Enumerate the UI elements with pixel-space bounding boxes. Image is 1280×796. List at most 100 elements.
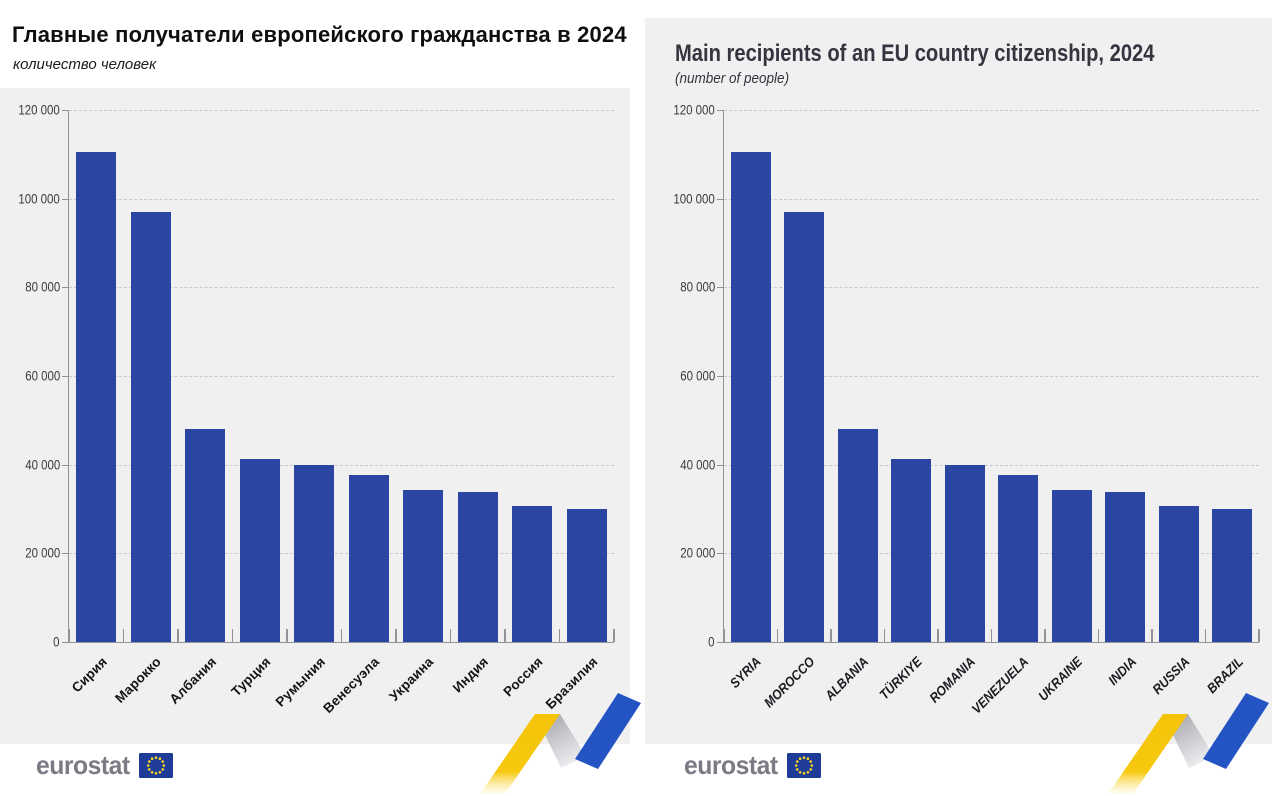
x-label-6: Украина [386,654,437,705]
bar-0 [730,152,771,642]
gridline [69,110,614,111]
bar-plot-ru: 120 000 100 000 80 000 60 000 40 000 20 000 0 С… [19,103,615,716]
x-label-0: SYRIA [727,654,765,691]
x-tick-mark [723,629,725,642]
y-tick-mark [62,287,69,289]
y-tick-label: 40 000 [679,457,715,473]
zigzag-ribbon-decoration [480,693,641,794]
y-tick-label: 100 000 [18,191,60,207]
y-tick-mark [717,198,724,200]
eurostat-logo: eurostat [684,752,821,778]
gridline [724,553,1259,555]
bar-4 [944,464,985,642]
eurostat-logo-text: eurostat [684,750,778,780]
y-tick-mark [62,464,69,466]
y-tick-mark [717,287,724,289]
gridline [69,287,614,289]
x-label-1: MOROCCO [761,654,818,711]
y-tick-mark [717,376,724,377]
x-tick-mark [449,629,451,642]
x-tick-mark [883,629,885,642]
x-label-3: TÜRKIYE [876,654,925,703]
x-tick-mark [68,629,70,642]
x-tick-mark [937,629,939,642]
y-tick-label: 60 000 [679,368,715,384]
y-tick-label: 0 [53,634,60,650]
zigzag-ribbon-decoration [1108,693,1269,794]
x-tick-mark [1044,629,1046,642]
x-tick-mark [122,629,124,642]
y-tick-label: 20 000 [24,545,60,561]
ribbon-yellow-band [1108,714,1188,794]
x-tick-mark [231,629,233,642]
eu-flag-icon [138,752,173,778]
y-tick-mark [717,642,724,643]
eurostat-logo-text: eurostat [36,750,130,780]
x-label-4: ROMANIA [926,654,979,706]
x-tick-mark [1097,629,1099,642]
gridline [724,110,1259,111]
bar-8 [512,506,553,642]
bar-2 [185,428,226,642]
x-tick-mark [395,629,397,642]
bar-6 [403,489,444,642]
x-tick-mark [340,629,342,642]
bar-3 [239,458,280,642]
y-tick-mark [717,553,724,555]
gridline [69,464,614,466]
bar-5 [348,475,389,642]
y-tick-label: 100 000 [673,191,715,207]
y-tick-label: 0 [708,634,715,650]
y-tick-label: 120 000 [18,102,60,118]
x-tick-mark [177,629,179,642]
x-label-0: Сирия [68,654,110,696]
y-tick-label: 40 000 [24,457,60,473]
x-label-4: Румыния [272,654,328,710]
y-tick-mark [62,198,69,200]
gridline [724,464,1259,466]
y-tick-mark [62,553,69,555]
bar-7 [1105,491,1146,642]
y-tick-mark [62,110,69,111]
chart-title-ru: Главные получатели европейского гражданс… [12,22,627,47]
bar-2 [837,428,878,642]
gridline [724,287,1259,289]
y-tick-mark [717,464,724,466]
x-label-2: Албания [166,654,219,707]
x-label-6: UKRAINE [1035,654,1086,704]
bar-9 [1212,509,1253,642]
x-tick-mark [830,629,832,642]
bar-8 [1158,506,1199,642]
x-label-1: Марокко [112,654,165,706]
chart-subtitle-ru: количество человек [13,56,157,73]
bar-4 [294,464,335,642]
y-tick-mark [717,110,724,111]
x-label-2: ALBANIA [822,654,872,704]
y-tick-label: 80 000 [679,279,715,295]
bar-plot-en: 120 000 100 000 80 000 60 000 40 000 20 000 0 S… [674,103,1260,717]
bar-5 [998,475,1039,642]
gridline [724,198,1259,200]
y-tick-label: 80 000 [24,279,60,295]
y-tick-label: 60 000 [24,368,60,384]
ribbon-blue-band [575,693,641,769]
gridline [69,553,614,555]
x-tick-mark [286,629,288,642]
bar-1 [130,211,171,642]
y-tick-label: 20 000 [679,545,715,561]
x-tick-mark [990,629,992,642]
chart-subtitle-en: (number of people) [675,70,790,87]
gridline [724,376,1259,377]
y-tick-label: 120 000 [673,102,715,118]
x-label-5: Венесуэла [320,654,383,716]
x-label-5: VENEZUELA [969,654,1032,717]
eurostat-logo: eurostat [36,752,173,778]
bar-0 [76,152,117,642]
gridline [69,376,614,377]
bar-9 [566,509,607,642]
eu-flag-icon [786,752,821,778]
y-tick-mark [62,376,69,377]
y-tick-mark [62,642,69,643]
x-tick-mark [776,629,778,642]
bar-1 [784,211,825,642]
